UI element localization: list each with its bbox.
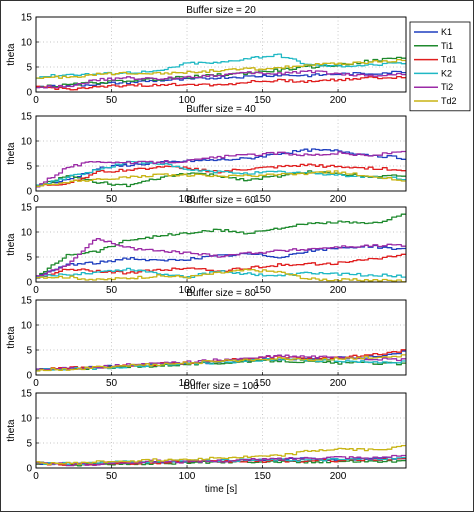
- x-tick-label: 100: [179, 378, 196, 389]
- plot-area: [35, 206, 407, 283]
- y-tick-label: 10: [21, 321, 33, 332]
- x-tick-label: 100: [179, 194, 196, 205]
- y-tick-label: 5: [26, 162, 32, 173]
- y-tick-label: 0: [26, 278, 32, 289]
- series-line-k1: [36, 70, 406, 89]
- legend-label: Ti2: [441, 82, 453, 92]
- y-tick-label: 10: [21, 137, 33, 148]
- series-line-td2: [36, 354, 406, 372]
- x-tick-label: 0: [33, 471, 39, 482]
- y-tick-label: 5: [26, 439, 32, 450]
- series-line-k1: [36, 244, 406, 279]
- panel-title: Buffer size = 20: [186, 5, 256, 16]
- y-tick-label: 15: [21, 203, 33, 214]
- panel-title: Buffer size = 100: [183, 381, 259, 392]
- series-line-td1: [36, 75, 406, 91]
- x-tick-label: 200: [330, 378, 347, 389]
- y-axis-label: theta: [6, 233, 17, 256]
- legend-label: Td2: [441, 96, 457, 106]
- x-tick-label: 200: [330, 194, 347, 205]
- legend-label: Td1: [441, 55, 457, 65]
- y-tick-label: 0: [26, 187, 32, 198]
- y-tick-label: 0: [26, 464, 32, 475]
- x-tick-label: 0: [33, 285, 39, 296]
- panel-title: Buffer size = 40: [186, 104, 256, 115]
- legend-label: Ti1: [441, 41, 453, 51]
- legend-label: K1: [441, 27, 452, 37]
- x-tick-label: 100: [179, 285, 196, 296]
- series-line-k2: [36, 160, 406, 186]
- x-tick-label: 50: [106, 95, 118, 106]
- y-axis-label: theta: [6, 419, 17, 442]
- x-tick-label: 100: [179, 95, 196, 106]
- axes-frame: [35, 299, 407, 376]
- x-tick-label: 0: [33, 194, 39, 205]
- panel: 0 50 100 150 200 0 5 10 15 Buffer size = 80 theta: [6, 288, 407, 389]
- x-tick-label: 50: [106, 285, 118, 296]
- series-line-td2: [36, 444, 406, 466]
- y-tick-label: 5: [26, 253, 32, 264]
- y-tick-label: 0: [26, 371, 32, 382]
- panel: 0 50 100 150 200 0 5 10 15 Buffer size = 60 theta: [6, 195, 407, 296]
- axes-frame: [35, 392, 407, 469]
- x-tick-label: 200: [330, 471, 347, 482]
- panel-title: Buffer size = 60: [186, 195, 256, 206]
- y-axis-label: theta: [6, 142, 17, 165]
- x-tick-label: 150: [254, 194, 271, 205]
- plot-area: [35, 16, 407, 93]
- axes-frame: [35, 206, 407, 283]
- legend-box: [409, 21, 471, 112]
- axes-frame: [35, 16, 407, 93]
- series-line-ti2: [36, 150, 406, 188]
- x-tick-label: 150: [254, 285, 271, 296]
- series-line-k1: [36, 148, 406, 188]
- panel: 0 50 100 150 200 0 5 10 15 Buffer size = 20 theta: [6, 5, 407, 106]
- y-tick-label: 15: [21, 389, 33, 400]
- series-line-ti2: [36, 70, 406, 89]
- series-line-ti1: [36, 213, 406, 279]
- series-line-td2: [36, 170, 406, 187]
- y-tick-label: 0: [26, 88, 32, 99]
- y-tick-label: 15: [21, 13, 33, 24]
- axes-frame: [35, 115, 407, 192]
- series-line-td1: [36, 163, 406, 187]
- panel-title: Buffer size = 80: [186, 288, 256, 299]
- y-tick-label: 5: [26, 63, 32, 74]
- x-axis-label: time [s]: [205, 484, 237, 495]
- legend: K1 Ti1 Td1 K2 Ti2 Td2: [409, 21, 471, 112]
- y-axis-label: theta: [6, 43, 17, 66]
- y-tick-label: 15: [21, 112, 33, 123]
- x-tick-label: 0: [33, 378, 39, 389]
- legend-label: K2: [441, 68, 452, 78]
- y-tick-label: 5: [26, 346, 32, 357]
- series-line-ti2: [36, 454, 406, 467]
- y-tick-label: 15: [21, 296, 33, 307]
- x-tick-label: 150: [254, 471, 271, 482]
- x-tick-label: 0: [33, 95, 39, 106]
- x-tick-label: 100: [179, 471, 196, 482]
- x-tick-label: 50: [106, 471, 118, 482]
- series-line-ti2: [36, 238, 406, 277]
- x-tick-label: 200: [330, 95, 347, 106]
- y-tick-label: 10: [21, 38, 33, 49]
- x-tick-label: 50: [106, 194, 118, 205]
- y-tick-label: 10: [21, 414, 33, 425]
- series-line-td2: [36, 58, 406, 80]
- y-axis-label: theta: [6, 326, 17, 349]
- y-tick-label: 10: [21, 228, 33, 239]
- x-tick-label: 150: [254, 378, 271, 389]
- x-tick-label: 150: [254, 95, 271, 106]
- panel: 0 50 100 150 200 0 5 10 15 Buffer size = 100 theta: [6, 381, 407, 482]
- x-tick-label: 50: [106, 378, 118, 389]
- x-tick-label: 200: [330, 285, 347, 296]
- panel: 0 50 100 150 200 0 5 10 15 Buffer size = 40 theta: [6, 104, 407, 205]
